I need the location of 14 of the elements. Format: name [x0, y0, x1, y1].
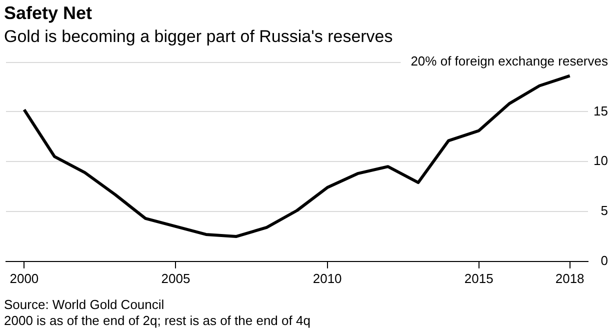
y-tick-label: 5 — [600, 203, 608, 218]
x-tick-label: 2005 — [161, 270, 190, 286]
chart-title: Safety Net — [4, 2, 92, 24]
x-tick-label: 2000 — [10, 270, 39, 286]
y-tick-label: 15 — [594, 103, 608, 118]
y-tick-label: 20% of foreign exchange reserves — [410, 53, 608, 68]
x-tick-label: 2010 — [312, 270, 342, 286]
x-tick-label: 2015 — [464, 270, 494, 286]
text: 2000 is as of the end of 2q; rest is as of the end of 4q — [4, 313, 310, 329]
source-note: Source: World Gold Council — [4, 297, 166, 313]
y-tick-label: 0 — [600, 252, 608, 268]
y-tick-label: 10 — [594, 153, 608, 168]
x-tick-label: 2018 — [555, 270, 584, 286]
chart-subtitle: Gold is becoming a bigger part of Russia's reserves — [4, 26, 393, 48]
